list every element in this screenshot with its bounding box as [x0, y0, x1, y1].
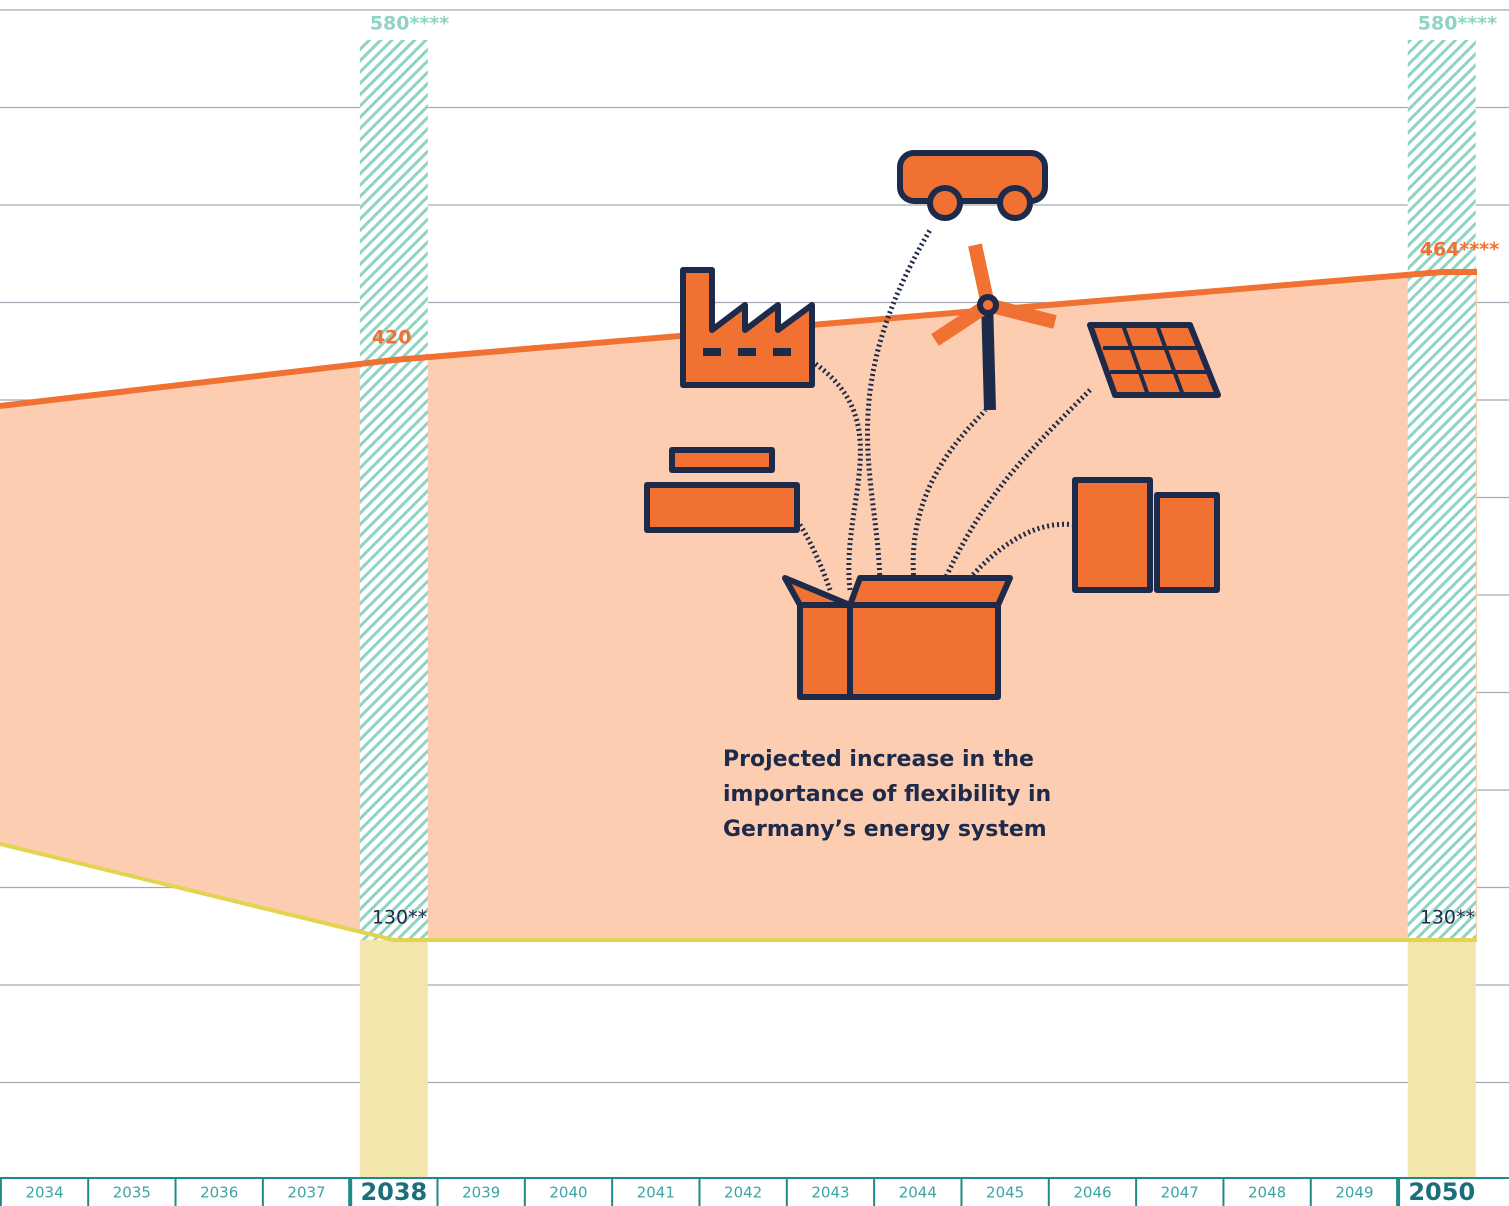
x-tick-label: 2048	[1248, 1184, 1286, 1202]
value-label: 130**	[372, 907, 427, 929]
x-tick-label: 2041	[637, 1184, 675, 1202]
x-tick-label: 2044	[899, 1184, 937, 1202]
plot: 580**** 580**** 420 464**** 130** 130**	[0, 13, 1499, 1178]
value-label: 464****	[1420, 239, 1499, 261]
x-tick-label: 2046	[1073, 1184, 1111, 1202]
max-label: 580****	[370, 13, 449, 35]
base-bar	[1407, 940, 1476, 1178]
x-tick-label: 2049	[1335, 1184, 1373, 1202]
x-tick-label: 2040	[549, 1184, 587, 1202]
annotation-line: Projected increase in the	[723, 747, 1034, 772]
value-label: 420	[372, 327, 412, 349]
annotation: Projected increase in the importance of f…	[723, 747, 1051, 842]
max-label: 580****	[1418, 13, 1497, 35]
series-line	[0, 842, 1477, 942]
illustration	[644, 150, 1221, 700]
annotation-line: Germany’s energy system	[723, 817, 1047, 842]
x-axis: 2034 2035 2036 2037 2038 2039 2040 2041 2042 2043…	[0, 1177, 1509, 1206]
x-tick-label: 2042	[724, 1184, 762, 1202]
annotation-line: importance of flexibility in	[723, 782, 1051, 807]
x-tick-label: 2036	[200, 1184, 238, 1202]
x-tick-label: 2037	[287, 1184, 325, 1202]
x-tick-label: 2035	[113, 1184, 151, 1202]
capacity-bar	[1407, 40, 1476, 940]
x-tick-label: 2050	[1408, 1178, 1475, 1206]
capacity-bar	[359, 40, 428, 940]
value-label: 130**	[1420, 907, 1475, 929]
x-tick-label: 2039	[462, 1184, 500, 1202]
x-tick-label: 2043	[811, 1184, 849, 1202]
x-tick-label: 2047	[1161, 1184, 1199, 1202]
base-bar	[359, 940, 428, 1178]
series-line	[0, 269, 1477, 409]
x-tick-label: 2038	[360, 1178, 427, 1206]
x-tick-label: 2034	[25, 1184, 63, 1202]
x-tick-label: 2045	[986, 1184, 1024, 1202]
